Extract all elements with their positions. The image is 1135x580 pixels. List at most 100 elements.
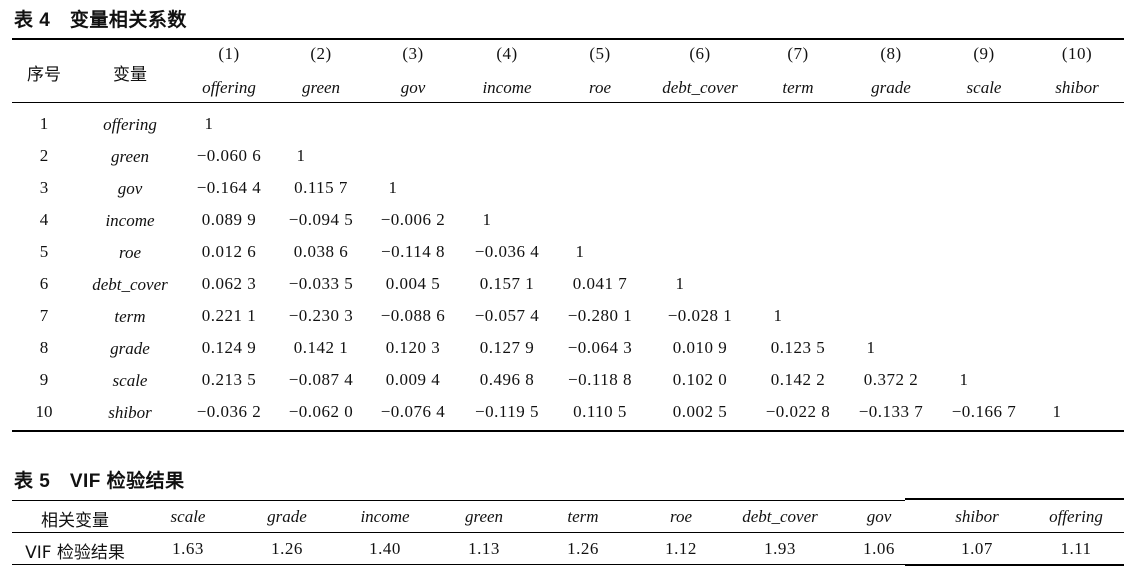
correlation-cell: −0.094 5 — [288, 210, 354, 229]
correlation-cell: −0.076 4 — [380, 402, 446, 421]
correlation-cell: 1 — [388, 178, 398, 197]
correlation-cell: −0.280 1 — [567, 306, 633, 325]
correlation-cell: 0.038 6 — [293, 242, 349, 261]
column-variable: green — [301, 78, 341, 97]
correlation-cell: 0.142 2 — [770, 370, 826, 389]
vif-variable: shibor — [955, 507, 999, 526]
vif-row-label: VIF 检验结果 — [25, 543, 125, 563]
correlation-cell: 0.496 8 — [479, 370, 535, 389]
row-index: 1 — [39, 114, 49, 133]
column-number: (3) — [402, 44, 424, 63]
correlation-cell: 0.102 0 — [672, 370, 728, 389]
column-number: (8) — [880, 44, 902, 63]
correlation-cell: 1 — [1052, 402, 1062, 421]
correlation-cell: 1 — [959, 370, 969, 389]
row-index: 2 — [39, 146, 49, 165]
column-number: (9) — [973, 44, 995, 63]
vif-value: 1.93 — [764, 539, 796, 558]
row-variable: shibor — [108, 403, 152, 422]
header-variable: 变量 — [113, 65, 147, 85]
row-index: 7 — [39, 306, 49, 325]
row-variable: grade — [110, 339, 150, 358]
column-number: (2) — [310, 44, 332, 63]
column-variable: shibor — [1055, 78, 1099, 97]
column-variable: term — [782, 78, 814, 97]
correlation-cell: 1 — [204, 114, 214, 133]
correlation-cell: −0.060 6 — [196, 146, 262, 165]
correlation-cell: −0.088 6 — [380, 306, 446, 325]
table4-bottom-rule — [12, 430, 1124, 432]
column-variable: gov — [400, 78, 426, 97]
table5-top-rule-right — [905, 498, 1124, 500]
vif-value: 1.12 — [665, 539, 697, 558]
correlation-cell: 0.115 7 — [294, 178, 348, 197]
column-number: (10) — [1061, 44, 1093, 63]
vif-header-label: 相关变量 — [41, 511, 109, 531]
correlation-cell: 0.110 5 — [573, 402, 627, 421]
column-variable: income — [482, 78, 532, 97]
correlation-cell: −0.133 7 — [858, 402, 924, 421]
column-number: (7) — [787, 44, 809, 63]
table5-caption: 表 5 VIF 检验结果 — [14, 471, 185, 492]
row-variable: term — [114, 307, 146, 326]
table5-bottom-rule-right — [905, 564, 1124, 566]
correlation-cell: 1 — [482, 210, 492, 229]
vif-value: 1.13 — [468, 539, 500, 558]
row-index: 6 — [39, 274, 49, 293]
column-number: (6) — [689, 44, 711, 63]
vif-value: 1.26 — [271, 539, 303, 558]
correlation-cell: 0.157 1 — [479, 274, 535, 293]
vif-variable: grade — [267, 507, 307, 526]
vif-value: 1.40 — [369, 539, 401, 558]
row-variable: offering — [103, 115, 157, 134]
column-number: (1) — [218, 44, 240, 63]
column-number: (4) — [496, 44, 518, 63]
correlation-cell: 1 — [866, 338, 876, 357]
correlation-cell: 0.221 1 — [201, 306, 257, 325]
correlation-cell: −0.028 1 — [667, 306, 733, 325]
column-variable: scale — [966, 78, 1002, 97]
vif-variable: term — [567, 507, 599, 526]
row-index: 9 — [39, 370, 49, 389]
correlation-cell: 0.123 5 — [770, 338, 826, 357]
row-variable: income — [105, 211, 155, 230]
correlation-cell: −0.164 4 — [196, 178, 262, 197]
correlation-cell: −0.006 2 — [380, 210, 446, 229]
header-index: 序号 — [27, 65, 61, 85]
vif-variable: gov — [866, 507, 892, 526]
correlation-cell: −0.118 8 — [568, 370, 632, 389]
correlation-cell: 0.004 5 — [385, 274, 441, 293]
row-variable: roe — [118, 243, 142, 262]
correlation-cell: 0.009 4 — [385, 370, 441, 389]
vif-value: 1.26 — [567, 539, 599, 558]
correlation-cell: 0.213 5 — [201, 370, 257, 389]
row-variable: green — [110, 147, 150, 166]
vif-value: 1.06 — [863, 539, 895, 558]
row-index: 4 — [39, 210, 49, 229]
correlation-cell: 0.012 6 — [201, 242, 257, 261]
vif-variable: green — [464, 507, 504, 526]
correlation-cell: 0.372 2 — [863, 370, 919, 389]
row-index: 3 — [39, 178, 49, 197]
correlation-cell: 0.041 7 — [572, 274, 628, 293]
table4-header-rule — [12, 102, 1124, 103]
correlation-cell: 1 — [773, 306, 783, 325]
correlation-cell: 0.062 3 — [201, 274, 257, 293]
column-number: (5) — [589, 44, 611, 63]
vif-value: 1.07 — [961, 539, 993, 558]
table5-top-rule-left — [12, 500, 905, 501]
correlation-cell: −0.036 4 — [474, 242, 540, 261]
column-variable: debt_cover — [662, 78, 738, 97]
correlation-cell: 0.010 9 — [672, 338, 728, 357]
correlation-cell: −0.033 5 — [288, 274, 354, 293]
correlation-cell: 0.002 5 — [672, 402, 728, 421]
row-index: 10 — [35, 402, 53, 421]
vif-variable: offering — [1049, 507, 1103, 526]
row-variable: gov — [117, 179, 143, 198]
table5-mid-rule — [12, 532, 1124, 533]
correlation-cell: 1 — [296, 146, 306, 165]
vif-variable: income — [360, 507, 410, 526]
table5-bottom-rule-left — [12, 564, 905, 565]
correlation-cell: −0.036 2 — [196, 402, 262, 421]
vif-variable: debt_cover — [742, 507, 818, 526]
